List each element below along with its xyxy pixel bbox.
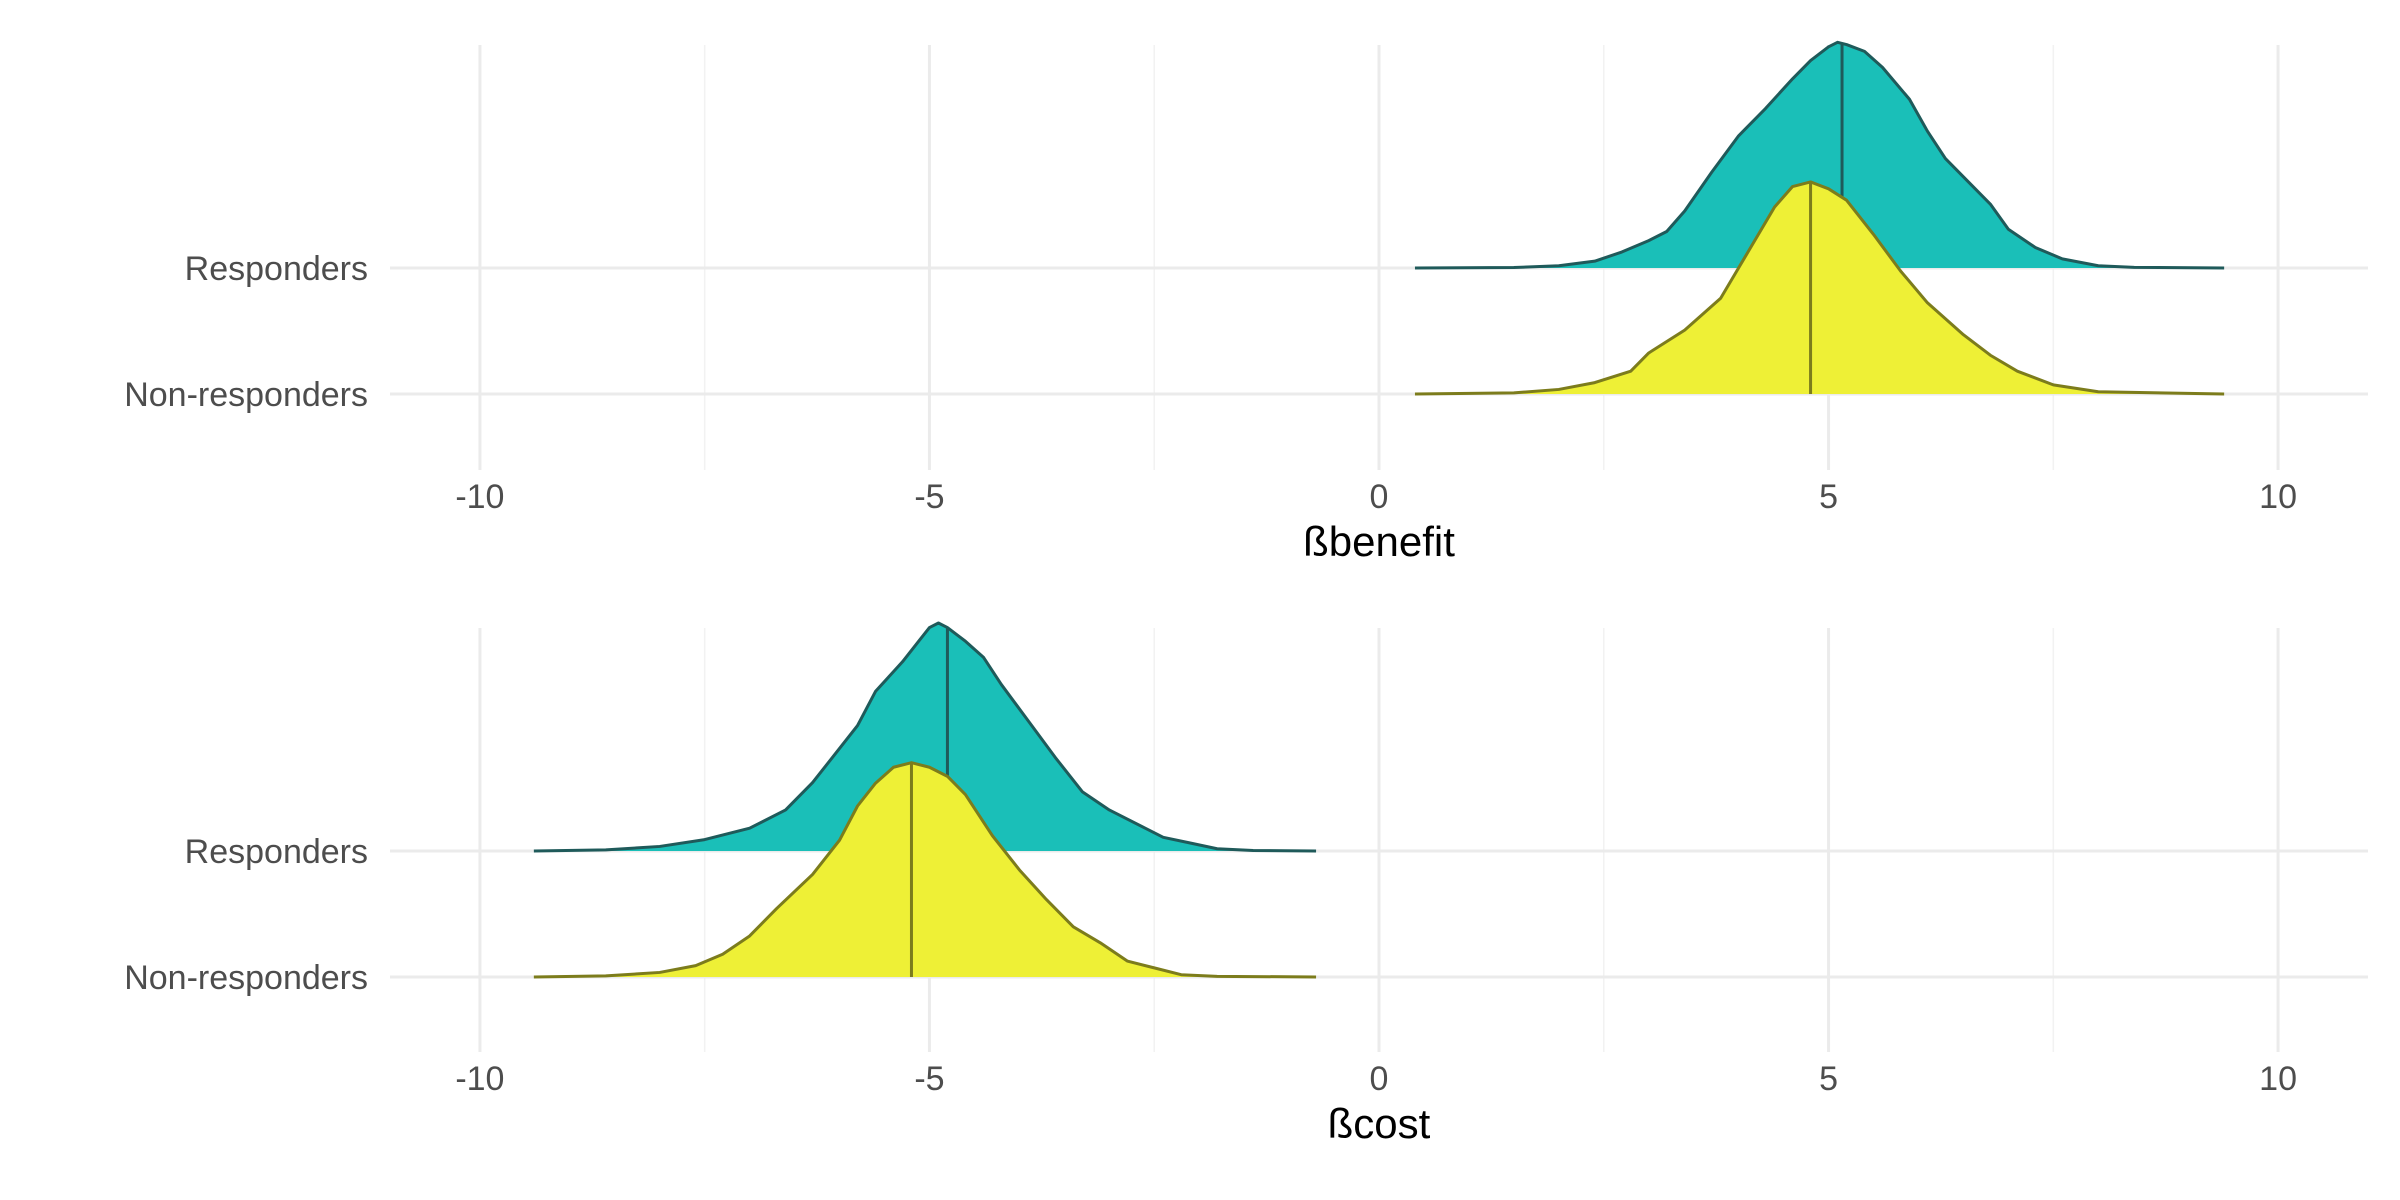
x-tick-label: -5 bbox=[914, 1060, 944, 1098]
x-tick-label: 5 bbox=[1819, 478, 1838, 516]
x-tick-label: 10 bbox=[2259, 1060, 2297, 1098]
x-tick-label: -5 bbox=[914, 478, 944, 516]
density-outline bbox=[533, 761, 1317, 979]
density-outline bbox=[1414, 40, 2225, 270]
density-fill bbox=[533, 762, 1317, 977]
x-tick-label: -10 bbox=[455, 1060, 504, 1098]
y-category-label: Non-responders bbox=[124, 376, 368, 414]
x-tick-label: 0 bbox=[1370, 478, 1389, 516]
density-fill bbox=[533, 623, 1317, 851]
density-fill bbox=[1414, 181, 2225, 394]
y-category-label: Responders bbox=[185, 250, 368, 288]
y-category-label: Non-responders bbox=[124, 959, 368, 997]
x-tick-label: 0 bbox=[1370, 1060, 1389, 1098]
density-fill bbox=[1414, 42, 2225, 268]
x-tick-label: -10 bbox=[455, 478, 504, 516]
y-category-label: Responders bbox=[185, 833, 368, 871]
x-tick-label: 5 bbox=[1819, 1060, 1838, 1098]
x-tick-label: 10 bbox=[2259, 478, 2297, 516]
x-axis-title: ßbenefit bbox=[1303, 518, 1455, 565]
x-axis-title: ßcost bbox=[1328, 1100, 1431, 1147]
density-outline bbox=[533, 621, 1317, 853]
